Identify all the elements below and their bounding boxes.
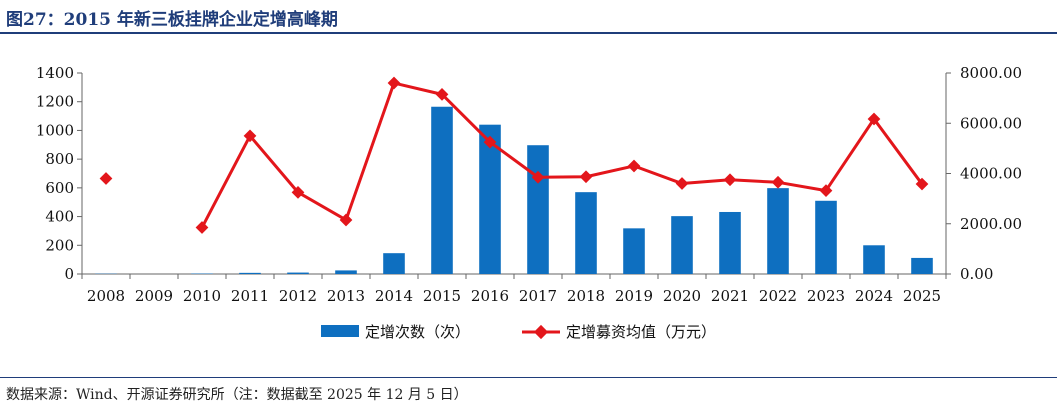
x-tick-label: 2010 bbox=[183, 287, 221, 305]
x-tick-label: 2018 bbox=[567, 287, 605, 305]
y-left-tick-label: 800 bbox=[45, 150, 74, 168]
chart: 0 200 400 600 800 1000 1200 1400 0.00 2000.00 4000… bbox=[36, 64, 1022, 341]
bar bbox=[479, 124, 501, 274]
x-tick-label: 2023 bbox=[807, 287, 845, 305]
line-point bbox=[483, 135, 497, 149]
y-right-tick-label: 2000.00 bbox=[960, 215, 1022, 233]
y-right-tick-label: 0.00 bbox=[960, 265, 993, 283]
x-tick-label: 2016 bbox=[471, 287, 509, 305]
line-series bbox=[99, 76, 929, 234]
bar bbox=[863, 245, 885, 274]
bar bbox=[623, 228, 645, 274]
y-left-tick-label: 200 bbox=[45, 236, 74, 254]
bar bbox=[719, 211, 741, 274]
line-point bbox=[339, 213, 353, 227]
bar bbox=[383, 253, 405, 274]
chart-title: 图27：2015 年新三板挂牌企业定增高峰期 bbox=[6, 10, 338, 30]
y-left-tick-label: 600 bbox=[45, 179, 74, 197]
x-tick-label: 2019 bbox=[615, 287, 653, 305]
x-tick-label: 2021 bbox=[711, 287, 749, 305]
x-tick-label: 2020 bbox=[663, 287, 701, 305]
bar bbox=[335, 270, 357, 274]
x-tick-label: 2022 bbox=[759, 287, 797, 305]
legend-line-marker bbox=[533, 324, 549, 340]
legend-line-label: 定增募资均值（万元） bbox=[566, 323, 716, 341]
x-tick-label: 2024 bbox=[855, 287, 893, 305]
line-point bbox=[387, 76, 401, 90]
legend-bar-label: 定增次数（次） bbox=[365, 323, 470, 341]
bar bbox=[287, 272, 309, 274]
line-point bbox=[675, 177, 689, 190]
y-right-tick-label: 4000.00 bbox=[960, 165, 1022, 183]
y-left-tick-label: 400 bbox=[45, 208, 74, 226]
bar bbox=[671, 216, 693, 274]
bar bbox=[239, 272, 261, 274]
line-point bbox=[723, 173, 737, 187]
y-left-tick-label: 1000 bbox=[36, 121, 74, 139]
title-rule bbox=[0, 32, 1057, 34]
source-rule bbox=[0, 377, 1057, 378]
y-right-tick-label: 6000.00 bbox=[960, 114, 1022, 132]
legend-bar-swatch bbox=[321, 325, 359, 337]
x-tick-label: 2017 bbox=[519, 287, 557, 305]
line-point bbox=[771, 175, 785, 189]
y-left-tick-label: 1400 bbox=[36, 64, 74, 82]
line-point bbox=[195, 221, 209, 234]
line-point bbox=[627, 159, 641, 173]
x-tick-label: 2008 bbox=[87, 287, 125, 305]
x-tick-label: 2011 bbox=[231, 287, 269, 305]
bar bbox=[767, 188, 789, 274]
line-point bbox=[579, 170, 593, 184]
line-point bbox=[243, 129, 257, 143]
legend: 定增次数（次） 定增募资均值（万元） bbox=[321, 323, 716, 341]
y-left-tick-label: 1200 bbox=[36, 93, 74, 111]
bar bbox=[911, 257, 933, 274]
source-note: 数据来源：Wind、开源证券研究所（注：数据截至 2025 年 12 月 5 日… bbox=[6, 387, 468, 403]
x-tick-label: 2012 bbox=[279, 287, 317, 305]
series-line bbox=[200, 81, 924, 229]
line-point bbox=[435, 87, 449, 101]
line-point bbox=[291, 185, 305, 199]
bar bbox=[815, 200, 837, 274]
bar bbox=[431, 106, 453, 274]
y-left-tick-label: 0 bbox=[64, 265, 74, 283]
x-tick-label: 2009 bbox=[135, 287, 173, 305]
x-tick-label: 2014 bbox=[375, 287, 413, 305]
y-right-tick-label: 8000.00 bbox=[960, 64, 1022, 82]
chart-axes: 0 200 400 600 800 1000 1200 1400 0.00 2000.00 4000… bbox=[36, 64, 1022, 305]
x-tick-label: 2013 bbox=[327, 287, 365, 305]
bar bbox=[575, 192, 597, 274]
x-tick-label: 2025 bbox=[903, 287, 941, 305]
x-tick-label: 2015 bbox=[423, 287, 461, 305]
line-point bbox=[99, 172, 113, 185]
bar bbox=[527, 145, 549, 274]
